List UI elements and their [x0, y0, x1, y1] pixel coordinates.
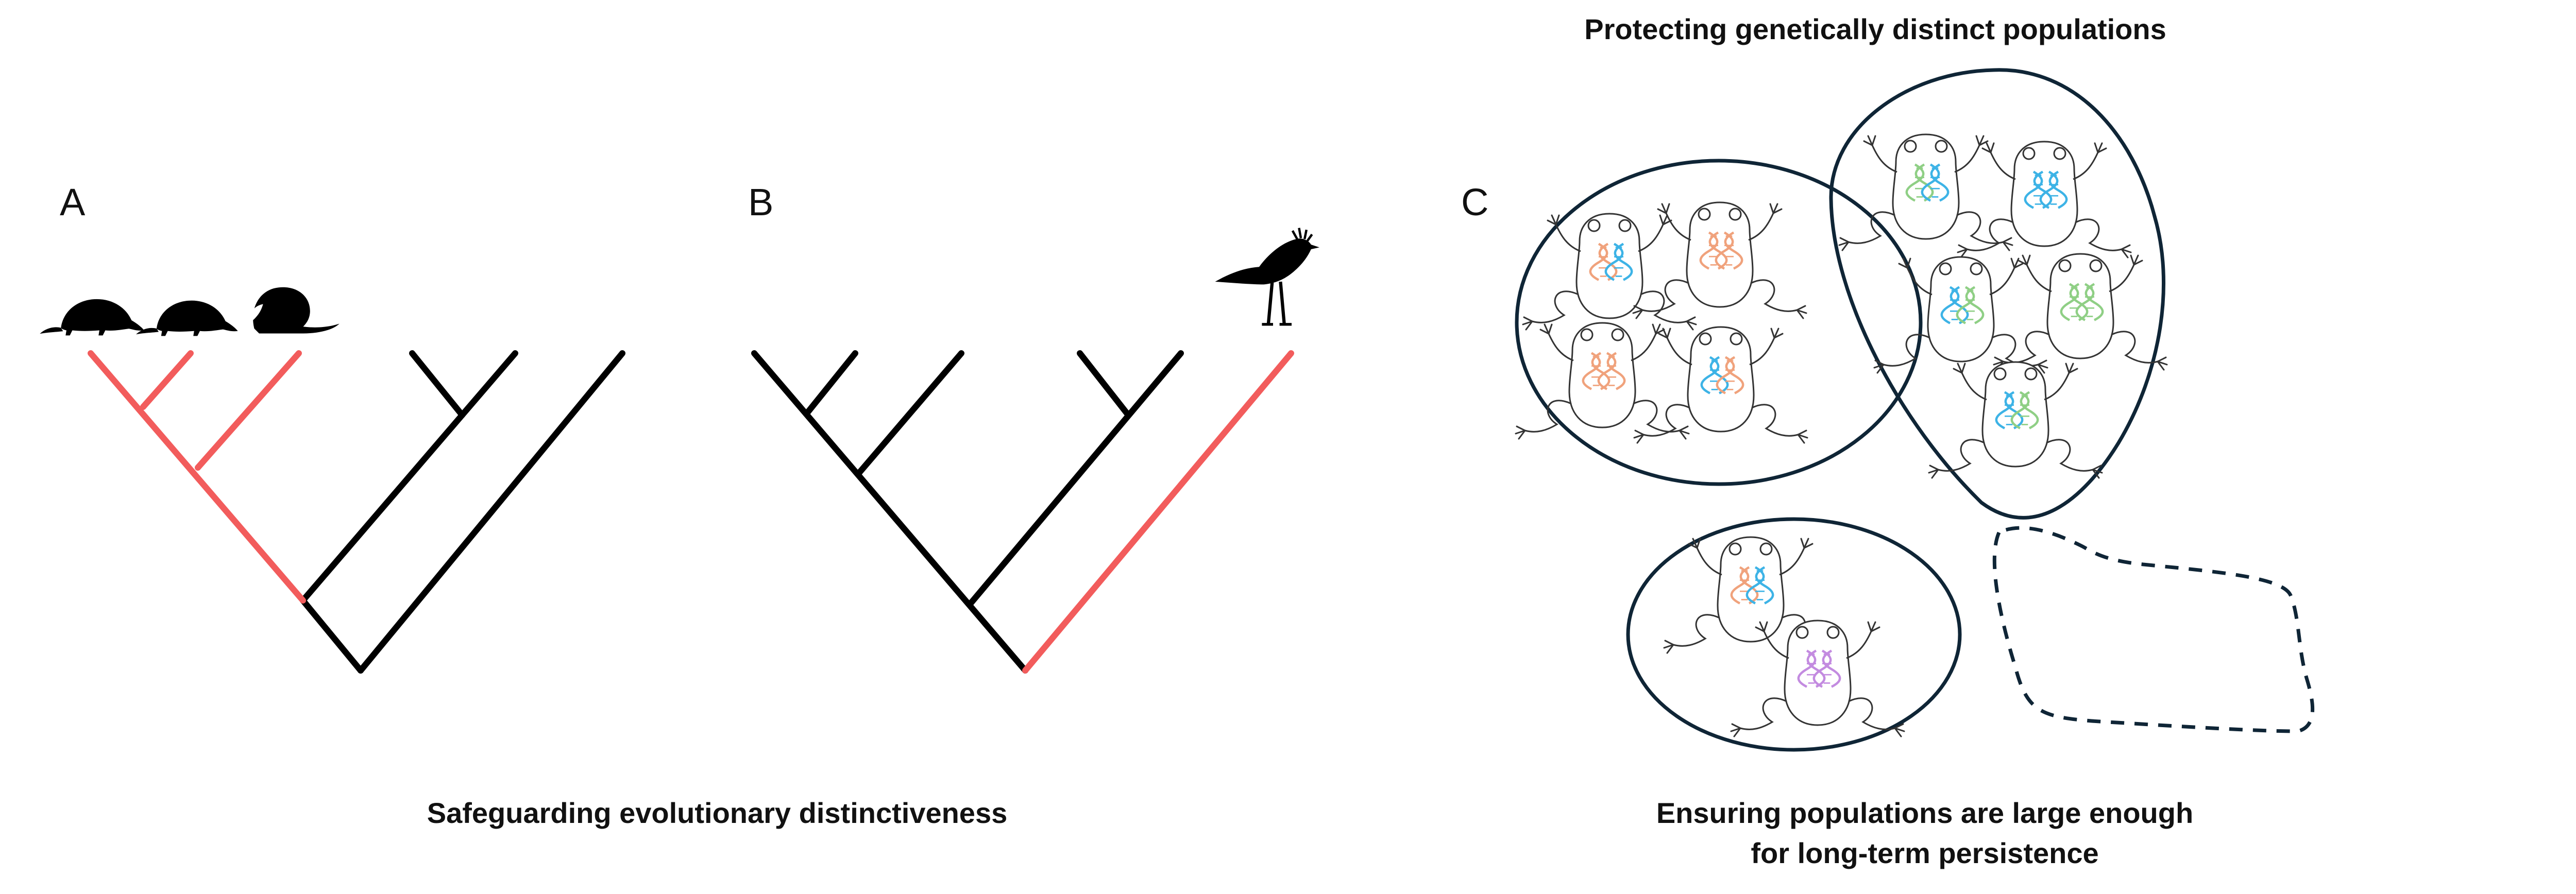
frog-outline-icon	[1838, 133, 2013, 251]
frog-group-2	[1838, 133, 2168, 479]
branch-b-tip5	[1077, 350, 1131, 418]
phylogeny-tree-b	[751, 350, 1294, 674]
population-boundary-2	[1829, 68, 2166, 520]
branch-deep-a	[358, 350, 625, 674]
frog-outline-icon	[1873, 256, 2048, 374]
caption-genetic-populations: Protecting genetically distinct populati…	[1584, 13, 2166, 45]
branch-b-left	[751, 350, 1028, 674]
branch-pangolin-lineage	[88, 350, 306, 604]
branch-b-tip2	[803, 350, 858, 417]
secretary-bird-silhouette-icon	[1215, 228, 1320, 324]
frog-group-3	[1663, 536, 1905, 737]
caption-population-size-line2: for long-term persistence	[1751, 837, 2098, 869]
branch-pangolin-2	[140, 350, 194, 410]
frog-outline-icon	[1522, 213, 1697, 331]
frog-group-1	[1515, 201, 1808, 444]
branch-root-a	[300, 597, 364, 674]
branch-pangolin-3	[195, 350, 302, 471]
frog-outline-icon	[1515, 322, 1690, 440]
branch-b-clade3	[967, 350, 1184, 608]
frog-outline-icon	[1928, 361, 2103, 479]
population-boundary-lost	[1992, 526, 2314, 733]
frog-outline-icon	[1957, 141, 2132, 259]
branch-b-clade2	[855, 350, 964, 477]
frog-outline-icon	[1633, 326, 1808, 444]
pangolin-silhouette-icon	[40, 299, 144, 336]
branch-bird-lineage	[1022, 350, 1294, 674]
branch-clade-a	[300, 350, 518, 604]
frog-outline-icon	[1632, 201, 1807, 319]
frog-outline-icon	[1993, 253, 2168, 371]
panel-label-b: B	[748, 181, 773, 224]
population-boundary-3	[1626, 517, 1962, 752]
pangolin-silhouette-icon	[250, 287, 340, 334]
panel-label-c: C	[1461, 181, 1488, 224]
caption-population-size-line1: Ensuring populations are large enough	[1656, 797, 2193, 829]
phylogeny-tree-a	[88, 350, 625, 674]
population-boundary-1	[1515, 159, 1923, 486]
caption-evolutionary-distinctiveness: Safeguarding evolutionary distinctivenes…	[427, 797, 1008, 829]
branch-sister-a	[409, 350, 465, 418]
panel-label-a: A	[60, 181, 86, 224]
pangolin-silhouette-icon	[136, 300, 238, 336]
